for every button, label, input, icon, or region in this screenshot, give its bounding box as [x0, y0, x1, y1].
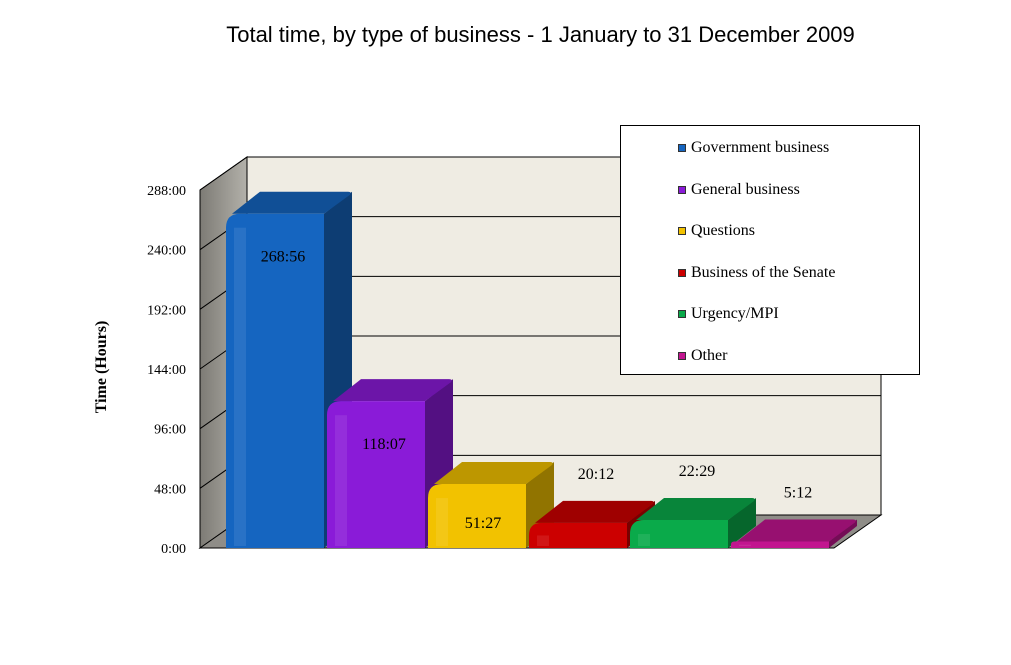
legend-swatch	[678, 227, 686, 235]
bar-top	[636, 498, 755, 521]
data-label: 22:29	[679, 463, 715, 480]
bar-4	[630, 498, 756, 548]
bar-highlight	[234, 227, 246, 546]
bar-top	[737, 519, 856, 542]
legend-item: Questions	[678, 221, 755, 241]
chart-title: Total time, by type of business - 1 Janu…	[226, 22, 855, 47]
legend-label: Other	[691, 346, 728, 364]
bar-front	[428, 484, 526, 548]
legend-label: Urgency/MPI	[691, 305, 779, 322]
legend-item: Other	[678, 346, 727, 366]
gridline-side	[199, 156, 248, 191]
legend-label: Government business	[691, 139, 830, 156]
data-label: 51:27	[465, 515, 501, 532]
bar-front	[529, 522, 627, 548]
bar-top	[434, 462, 553, 485]
bar-front	[226, 213, 324, 548]
legend-item: Business of the Senate	[678, 263, 835, 283]
bar-front	[731, 541, 829, 548]
y-axis-title: Time (Hours)	[93, 321, 110, 414]
legend-item: General business	[678, 180, 800, 200]
bar-side	[829, 519, 857, 548]
bar-top	[535, 500, 654, 523]
bar-front	[327, 401, 425, 548]
y-tick-label: 192:00	[147, 303, 186, 318]
bar-side	[728, 498, 756, 548]
legend-label: General business	[691, 180, 800, 198]
legend-label: Questions	[691, 222, 755, 239]
legend-swatch	[678, 310, 686, 318]
y-tick-label: 0:00	[161, 542, 186, 557]
y-tick-label: 240:00	[147, 244, 186, 259]
bar-top	[333, 379, 452, 402]
bar-highlight	[335, 415, 347, 546]
legend-label: Business of the Senate	[691, 263, 836, 281]
bar-highlight	[739, 544, 751, 546]
y-tick-label: 96:00	[154, 423, 186, 438]
data-label: 5:12	[784, 485, 812, 502]
data-label: 268:56	[261, 249, 305, 266]
bar-highlight	[638, 534, 650, 546]
legend-item: Government business	[678, 138, 829, 158]
bar-front	[630, 520, 728, 548]
legend-item: Urgency/MPI	[678, 304, 779, 324]
data-label: 20:12	[578, 466, 614, 483]
legend: Government business General business Quest…	[620, 125, 920, 375]
legend-swatch	[678, 268, 686, 277]
bar-top	[232, 191, 351, 214]
legend-swatch	[678, 185, 686, 194]
y-tick-label: 144:00	[147, 363, 186, 378]
bar-highlight	[537, 535, 549, 546]
y-tick-label: 48:00	[154, 482, 186, 497]
y-tick-label: 288:00	[147, 184, 186, 199]
bar-highlight	[436, 498, 448, 546]
bar-5	[731, 519, 857, 548]
data-label: 118:07	[362, 436, 406, 453]
bar-2	[428, 462, 554, 548]
legend-swatch	[678, 351, 686, 360]
legend-swatch	[678, 144, 686, 152]
